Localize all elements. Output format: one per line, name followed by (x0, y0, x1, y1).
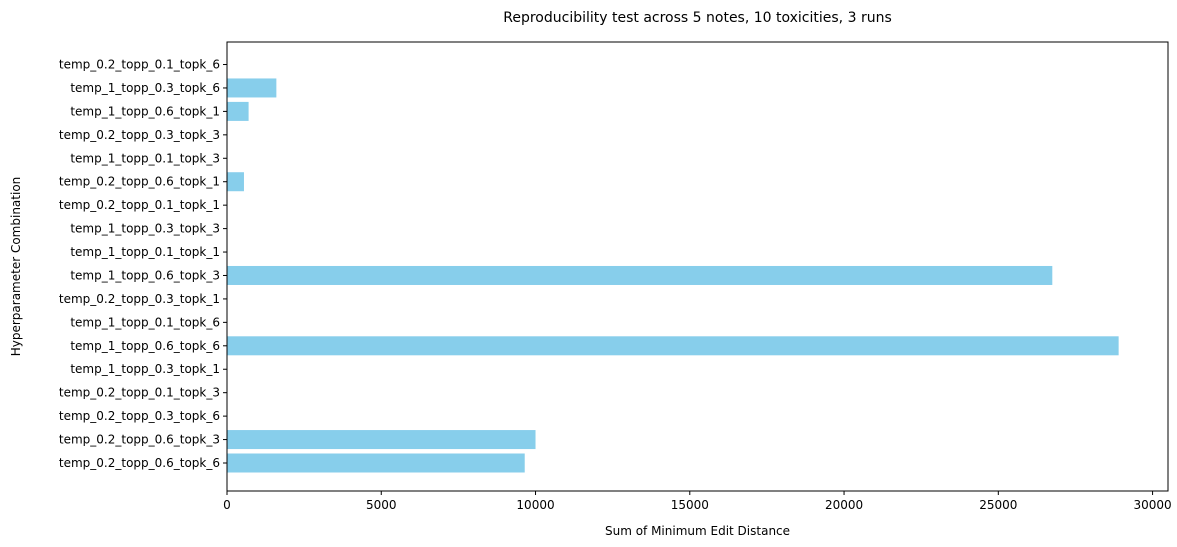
y-tick-label: temp_0.2_topp_0.3_topk_3 (59, 128, 220, 142)
x-tick-label: 10000 (516, 498, 554, 512)
x-axis-label: Sum of Minimum Edit Distance (605, 524, 790, 538)
y-tick-label: temp_1_topp_0.1_topk_3 (70, 151, 220, 165)
y-tick-label: temp_1_topp_0.6_topk_1 (70, 104, 220, 118)
y-tick-label: temp_1_topp_0.1_topk_1 (70, 245, 220, 259)
x-tick-label: 30000 (1133, 498, 1171, 512)
y-tick-label: temp_1_topp_0.1_topk_6 (70, 315, 220, 329)
y-tick-label: temp_0.2_topp_0.1_topk_3 (59, 386, 220, 400)
x-tick-label: 25000 (979, 498, 1017, 512)
y-tick-label: temp_1_topp_0.3_topk_3 (70, 222, 220, 236)
y-axis-label: Hyperparameter Combination (9, 177, 23, 357)
y-tick-label: temp_0.2_topp_0.3_topk_6 (59, 409, 220, 423)
bar (227, 78, 277, 98)
y-tick-label: temp_0.2_topp_0.1_topk_1 (59, 198, 220, 212)
y-tick-label: temp_0.2_topp_0.3_topk_1 (59, 292, 220, 306)
y-tick-label: temp_1_topp_0.6_topk_6 (70, 339, 220, 353)
y-tick-label: temp_0.2_topp_0.6_topk_1 (59, 175, 220, 189)
bars-group (227, 78, 1119, 473)
bar (227, 172, 244, 192)
x-tick-label: 0 (223, 498, 231, 512)
bar (227, 430, 536, 450)
bar (227, 453, 525, 473)
x-tick-label: 15000 (671, 498, 709, 512)
x-axis-ticks: 0 5000 10000 15000 20000 25000 30000 (223, 491, 1172, 512)
x-tick-label: 5000 (366, 498, 397, 512)
y-tick-label: temp_1_topp_0.3_topk_1 (70, 362, 220, 376)
bar (227, 336, 1119, 356)
y-tick-label: temp_1_topp_0.6_topk_3 (70, 268, 220, 282)
y-tick-label: temp_0.2_topp_0.6_topk_6 (59, 456, 220, 470)
y-axis-ticks: temp_0.2_topp_0.6_topk_6 temp_0.2_topp_0.… (59, 58, 227, 470)
bar (227, 265, 1053, 285)
y-tick-label: temp_1_topp_0.3_topk_6 (70, 81, 220, 95)
bar (227, 101, 249, 121)
plot-frame (226, 41, 1169, 492)
chart-title: Reproducibility test across 5 notes, 10 … (503, 10, 892, 26)
y-tick-label: temp_0.2_topp_0.6_topk_3 (59, 433, 220, 447)
x-tick-label: 20000 (825, 498, 863, 512)
y-tick-label: temp_0.2_topp_0.1_topk_6 (59, 58, 220, 72)
